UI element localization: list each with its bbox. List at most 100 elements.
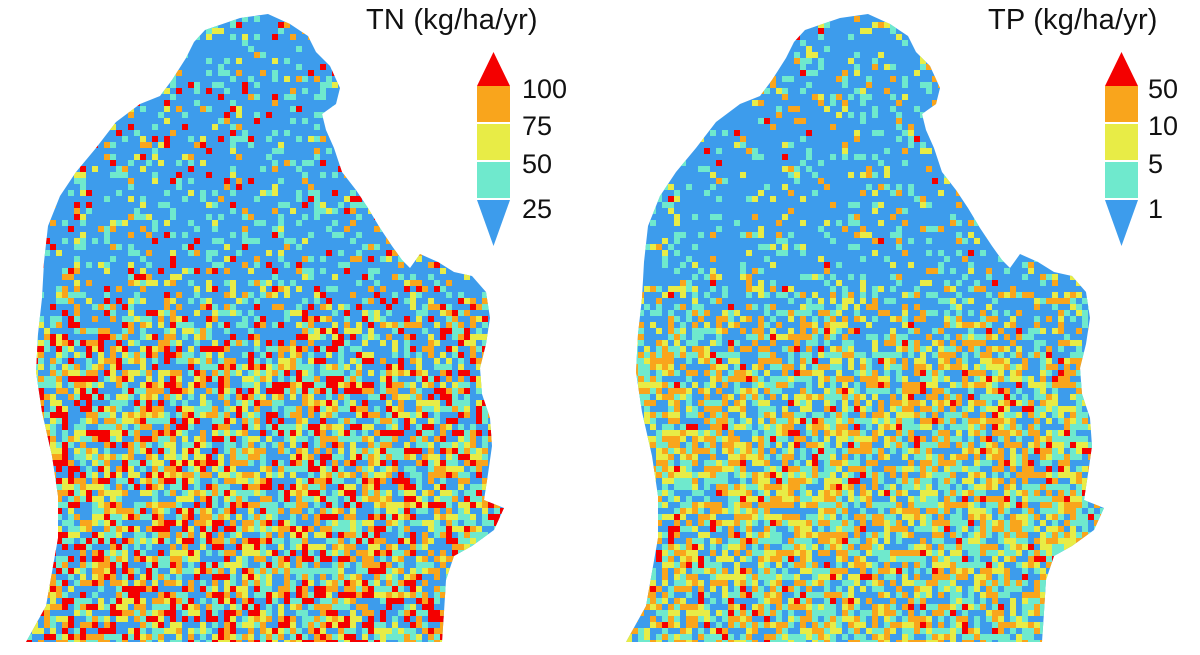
raster-cell-red bbox=[32, 358, 38, 364]
raster-cell-red bbox=[428, 424, 434, 430]
raster-cell-yellow bbox=[944, 58, 950, 64]
raster-cell-yellow bbox=[350, 616, 356, 622]
raster-cell-orange bbox=[344, 586, 350, 592]
raster-cell-red bbox=[488, 430, 494, 436]
raster-cell-orange bbox=[932, 76, 938, 82]
raster-cell-cyan bbox=[146, 40, 152, 46]
raster-cell-red bbox=[476, 418, 482, 424]
raster-cell-red bbox=[362, 532, 368, 538]
raster-cell-red bbox=[428, 628, 434, 634]
raster-cell-cyan bbox=[74, 490, 80, 496]
raster-cell-orange bbox=[404, 640, 410, 642]
raster-cell-red bbox=[56, 568, 62, 574]
raster-cell-orange bbox=[308, 316, 314, 322]
raster-cell-orange bbox=[494, 424, 500, 430]
raster-cell-red bbox=[20, 70, 26, 76]
raster-cell-orange bbox=[398, 568, 404, 574]
raster-cell-cyan bbox=[260, 166, 266, 172]
raster-cell-orange bbox=[170, 502, 176, 508]
raster-cell-cyan bbox=[398, 550, 404, 556]
raster-cell-yellow bbox=[506, 580, 512, 586]
raster-cell-yellow bbox=[338, 544, 344, 550]
raster-cell-orange bbox=[368, 454, 374, 460]
raster-cell-red bbox=[254, 322, 260, 328]
raster-cell-orange bbox=[440, 472, 446, 478]
raster-cell-red bbox=[266, 418, 272, 424]
raster-cell-yellow bbox=[374, 580, 380, 586]
raster-cell-orange bbox=[386, 580, 392, 586]
raster-cell-yellow bbox=[266, 580, 272, 586]
raster-cell-orange bbox=[842, 226, 848, 232]
raster-cell-yellow bbox=[200, 412, 206, 418]
raster-cell-cyan bbox=[440, 46, 446, 52]
raster-cell-cyan bbox=[62, 40, 68, 46]
raster-cell-red bbox=[20, 394, 26, 400]
raster-cell-cyan bbox=[104, 238, 110, 244]
raster-cell-yellow bbox=[992, 166, 998, 172]
raster-cell-yellow bbox=[122, 604, 128, 610]
raster-cell-yellow bbox=[350, 508, 356, 514]
raster-cell-cyan bbox=[440, 88, 446, 94]
raster-cell-red bbox=[206, 460, 212, 466]
raster-cell-cyan bbox=[1058, 142, 1064, 148]
raster-cell-cyan bbox=[110, 256, 116, 262]
raster-cell-orange bbox=[410, 544, 416, 550]
raster-cell-red bbox=[272, 460, 278, 466]
raster-cell-cyan bbox=[428, 160, 434, 166]
raster-cell-orange bbox=[164, 532, 170, 538]
raster-cell-orange bbox=[224, 346, 230, 352]
raster-cell-orange bbox=[842, 70, 848, 76]
raster-cell-red bbox=[422, 376, 428, 382]
raster-cell-red bbox=[368, 592, 374, 598]
raster-cell-cyan bbox=[752, 148, 758, 154]
raster-cell-cyan bbox=[380, 148, 386, 154]
raster-cell-red bbox=[164, 526, 170, 532]
raster-cell-cyan bbox=[440, 526, 446, 532]
raster-cell-yellow bbox=[410, 292, 416, 298]
raster-cell-red bbox=[332, 190, 338, 196]
raster-cell-yellow bbox=[92, 70, 98, 76]
raster-cell-yellow bbox=[416, 556, 422, 562]
raster-cell-cyan bbox=[92, 640, 98, 642]
raster-cell-red bbox=[134, 274, 140, 280]
raster-cell-yellow bbox=[158, 160, 164, 166]
raster-cell-cyan bbox=[170, 484, 176, 490]
raster-cell-red bbox=[200, 586, 206, 592]
raster-cell-cyan bbox=[338, 436, 344, 442]
raster-cell-cyan bbox=[626, 172, 632, 178]
raster-cell-cyan bbox=[284, 412, 290, 418]
raster-cell-cyan bbox=[428, 154, 434, 160]
raster-cell-yellow bbox=[278, 544, 284, 550]
raster-cell-yellow bbox=[416, 316, 422, 322]
raster-cell-yellow bbox=[116, 490, 122, 496]
raster-cell-yellow bbox=[290, 442, 296, 448]
raster-cell-yellow bbox=[32, 628, 38, 634]
raster-cell-cyan bbox=[668, 202, 674, 208]
raster-cell-red bbox=[68, 268, 74, 274]
raster-cell-red bbox=[218, 136, 224, 142]
raster-cell-red bbox=[188, 550, 194, 556]
raster-cell-orange bbox=[788, 208, 794, 214]
raster-cell-cyan bbox=[260, 502, 266, 508]
raster-cell-yellow bbox=[818, 22, 824, 28]
raster-cell-yellow bbox=[290, 310, 296, 316]
raster-cell-orange bbox=[242, 292, 248, 298]
raster-cell-yellow bbox=[248, 436, 254, 442]
raster-cell-yellow bbox=[158, 322, 164, 328]
raster-cell-orange bbox=[164, 334, 170, 340]
raster-cell-cyan bbox=[176, 640, 182, 642]
raster-cell-yellow bbox=[422, 382, 428, 388]
raster-cell-yellow bbox=[38, 574, 44, 580]
raster-cell-orange bbox=[362, 490, 368, 496]
raster-cell-yellow bbox=[1034, 40, 1040, 46]
raster-cell-cyan bbox=[200, 580, 206, 586]
raster-cell-orange bbox=[350, 14, 356, 16]
raster-cell-red bbox=[350, 196, 356, 202]
raster-cell-cyan bbox=[272, 502, 278, 508]
raster-cell-cyan bbox=[86, 358, 92, 364]
raster-cell-yellow bbox=[140, 394, 146, 400]
raster-cell-orange bbox=[1040, 40, 1046, 46]
raster-cell-cyan bbox=[266, 586, 272, 592]
raster-cell-yellow bbox=[236, 562, 242, 568]
raster-cell-yellow bbox=[20, 178, 26, 184]
